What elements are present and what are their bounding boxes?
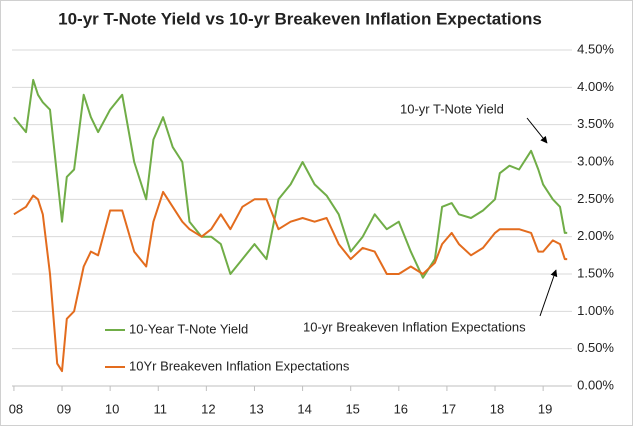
y-tick-label: 4.00%: [577, 79, 614, 94]
x-tick-label: 11: [154, 401, 168, 416]
x-tick-label: 08: [9, 401, 23, 416]
y-tick-label: 4.50%: [577, 41, 614, 56]
series-line: [13, 78, 568, 279]
legend: 10-Year T-Note Yield 10Yr Breakeven Infla…: [105, 321, 350, 373]
y-tick-label: 2.50%: [577, 191, 614, 206]
y-tick-label: 0.50%: [577, 340, 614, 355]
x-tick-label: 12: [201, 401, 215, 416]
series-line: [13, 190, 568, 373]
y-tick-label: 0.00%: [577, 377, 614, 392]
annotation: 10-yr T-Note Yield: [400, 101, 504, 116]
chart-title: 10-yr T-Note Yield vs 10-yr Breakeven In…: [58, 9, 542, 28]
x-tick-label: 15: [345, 401, 359, 416]
y-tick-label: 3.50%: [577, 116, 614, 131]
x-tick-label: 14: [297, 401, 311, 416]
y-tick-label: 1.50%: [577, 265, 614, 280]
annotation-arrow: [539, 269, 558, 317]
annotation: 10-yr Breakeven Inflation Expectations: [303, 319, 526, 334]
x-tick-label: 17: [442, 401, 456, 416]
x-tick-label: 09: [57, 401, 71, 416]
x-tick-label: 18: [490, 401, 504, 416]
x-tick-label: 10: [105, 401, 119, 416]
x-tick-label: 16: [394, 401, 408, 416]
x-tick-label: 13: [249, 401, 263, 416]
legend-label: 10Yr Breakeven Inflation Expectations: [129, 358, 350, 373]
grid: [12, 49, 572, 391]
annotation-arrow: [526, 117, 548, 144]
y-tick-label: 2.00%: [577, 228, 614, 243]
plot: [13, 78, 568, 373]
legend-label: 10-Year T-Note Yield: [129, 321, 248, 336]
x-tick-label: 19: [538, 401, 552, 416]
y-tick-label: 3.00%: [577, 153, 614, 168]
y-tick-label: 1.00%: [577, 303, 614, 318]
